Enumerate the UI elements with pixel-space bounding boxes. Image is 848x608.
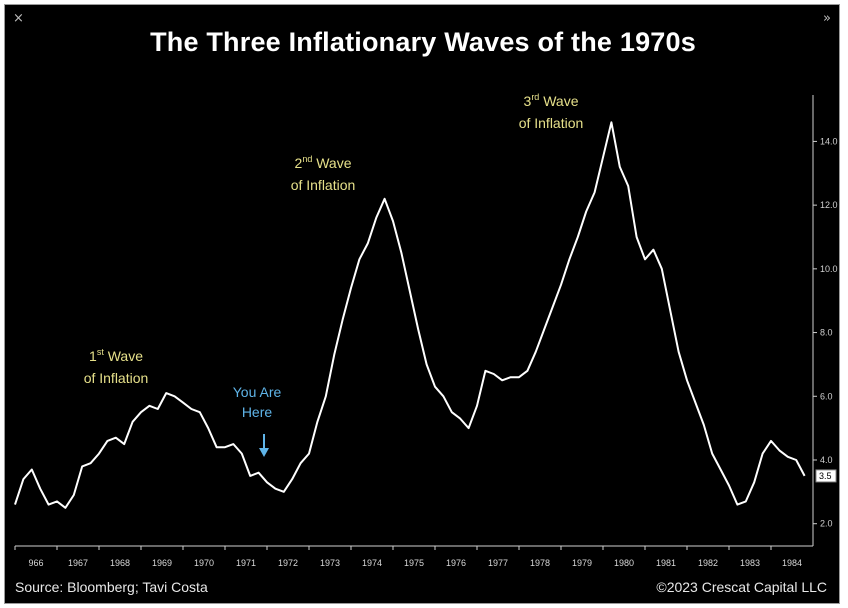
x-tick-label: 1970 <box>194 558 214 568</box>
x-tick-label: 1976 <box>446 558 466 568</box>
y-tick-label: 12.0 <box>820 200 838 210</box>
wave-2-label-line2: of Inflation <box>291 177 356 193</box>
source-note: Source: Bloomberg; Tavi Costa <box>15 579 208 595</box>
line-chart: 2.0 4.0 6.0 8.0 10.0 12.0 14.0 966 1967 1968 1969 1… <box>14 92 838 568</box>
y-tick-label: 6.0 <box>820 391 833 401</box>
close-icon[interactable]: × <box>13 11 24 26</box>
y-tick-label: 8.0 <box>820 328 833 338</box>
y-tick-label: 10.0 <box>820 264 838 274</box>
wave-1-label-line2: of Inflation <box>84 370 149 386</box>
series-line <box>14 121 806 509</box>
wave-3-label-line1: 3rd Wave <box>524 92 579 109</box>
x-tick-label: 1969 <box>152 558 172 568</box>
x-tick-label: 1974 <box>362 558 382 568</box>
expand-icon[interactable]: » <box>823 11 831 26</box>
wave-1-label-line1: 1st Wave <box>89 347 143 364</box>
plot-area: 2.0 4.0 6.0 8.0 10.0 12.0 14.0 966 1967 1968 1969 1… <box>14 92 838 568</box>
chart-frame: × » The Three Inflationary Waves of the … <box>4 4 840 604</box>
x-tick-label: 1983 <box>740 558 760 568</box>
you-are-here-line2: Here <box>242 404 273 420</box>
x-tick-label: 1968 <box>110 558 130 568</box>
x-tick-label: 966 <box>28 558 43 568</box>
x-tick-label: 1973 <box>320 558 340 568</box>
y-tick-label: 2.0 <box>820 519 833 529</box>
chart-title: The Three Inflationary Waves of the 1970… <box>150 27 696 57</box>
x-tick-label: 1972 <box>278 558 298 568</box>
x-tick-label: 1977 <box>488 558 508 568</box>
x-tick-label: 1981 <box>656 558 676 568</box>
copyright-note: ©2023 Crescat Capital LLC <box>656 579 827 595</box>
x-tick-label: 1975 <box>404 558 424 568</box>
last-value-box <box>815 469 837 483</box>
x-tick-label: 1978 <box>530 558 550 568</box>
you-are-here-line1: You Are <box>233 384 282 400</box>
last-value-label: 3.5 <box>819 471 832 481</box>
x-tick-label: 1984 <box>782 558 802 568</box>
x-tick-label: 1979 <box>572 558 592 568</box>
x-tick-label: 1971 <box>236 558 256 568</box>
y-tick-label: 14.0 <box>820 136 838 146</box>
x-tick-label: 1982 <box>698 558 718 568</box>
wave-3-label-line2: of Inflation <box>519 115 584 131</box>
down-arrow-icon <box>259 448 269 457</box>
x-tick-label: 1967 <box>68 558 88 568</box>
wave-2-label-line1: 2nd Wave <box>295 154 352 171</box>
y-tick-label: 4.0 <box>820 455 833 465</box>
x-tick-label: 1980 <box>614 558 634 568</box>
